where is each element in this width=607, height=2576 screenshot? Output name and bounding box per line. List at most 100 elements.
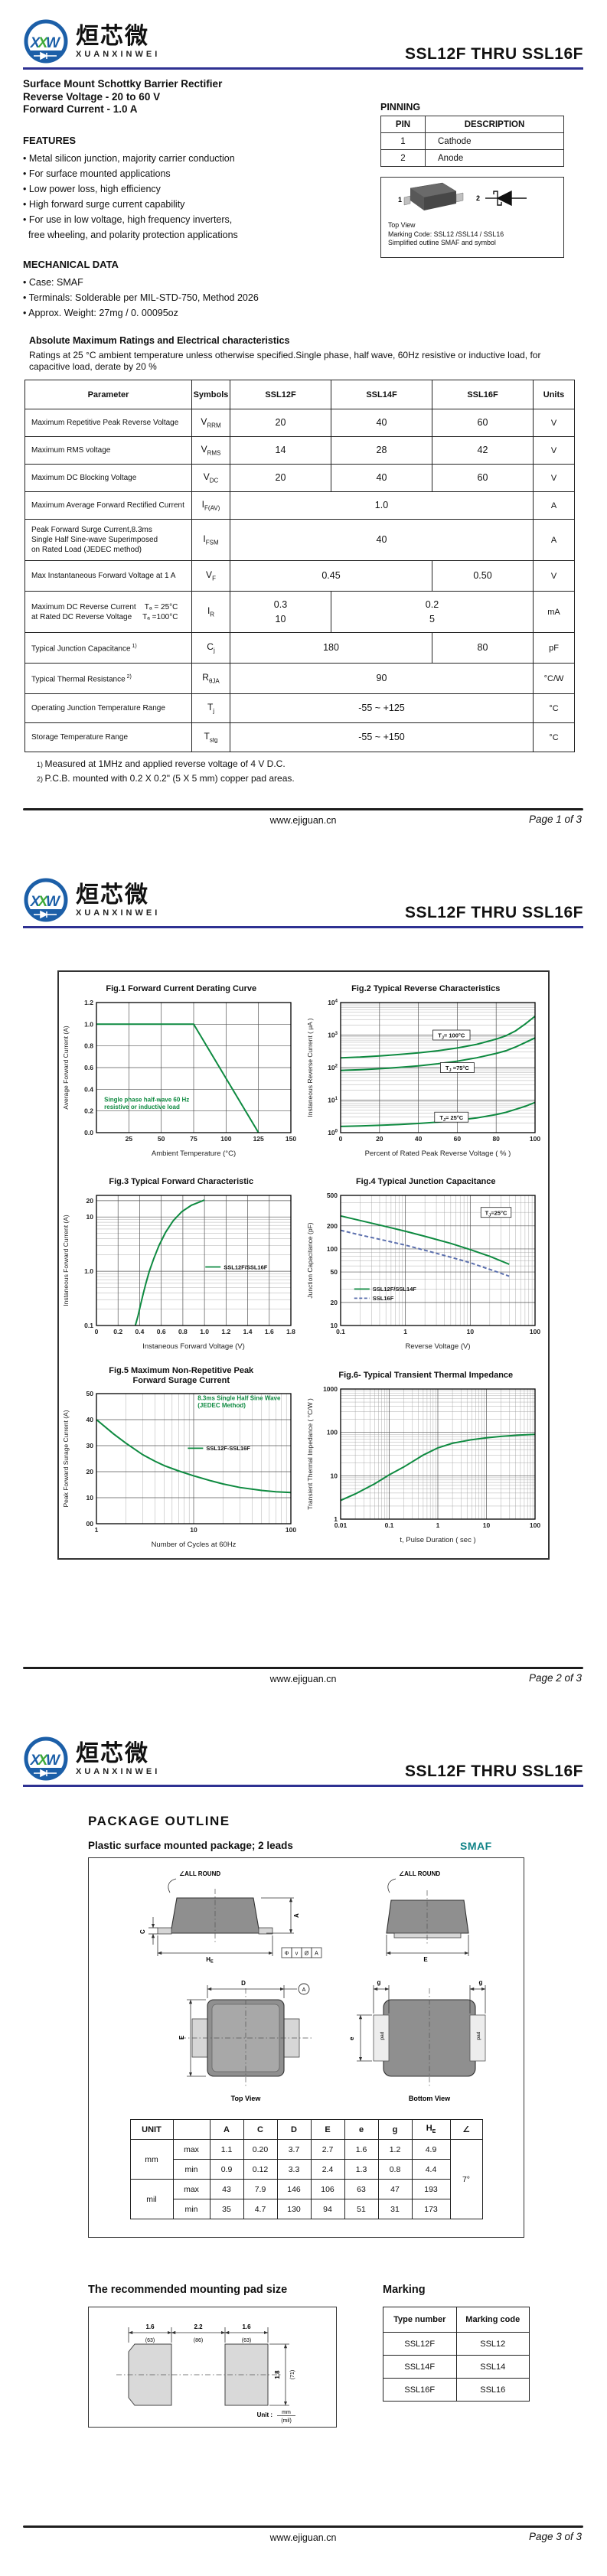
pinning-table: PIN DESCRIPTION 1 Cathode 2 Anode	[380, 116, 564, 167]
cell: 173	[411, 2199, 451, 2219]
fig3-title: Fig.3 Typical Forward Characteristic	[109, 1177, 253, 1187]
page-header: X X W 烜芯微 XUANXINWEI SSL12F THRU	[23, 1728, 583, 1783]
table-row: Typical Thermal Resistance 2) RθJA 90 °C/W	[24, 663, 575, 694]
parameter-line: Storage Temperature Range	[31, 733, 129, 742]
parameter-cell: Typical Junction Capacitance 1)	[24, 632, 192, 664]
cell: 31	[377, 2199, 413, 2219]
svg-text:1.0: 1.0	[84, 1268, 93, 1276]
parameter-cell: Typical Thermal Resistance 2)	[24, 663, 192, 694]
value-cell: -55 ~ +125	[230, 693, 534, 723]
logo-text: 烜芯微 XUANXINWEI	[76, 882, 160, 918]
unit-cell: mA	[533, 591, 575, 633]
value-cell: 1.0	[230, 491, 534, 520]
svg-text:0.1: 0.1	[385, 1521, 394, 1529]
list-item: • Case: SMAF	[23, 277, 83, 288]
parameter-cell: Max Instantaneous Forward Voltage at 1 A	[24, 560, 192, 592]
parameter-line: Single Half Sine-wave Superimposed	[31, 536, 158, 544]
list-item: • For surface mounted applications	[23, 168, 171, 179]
cell: 0.20	[243, 2139, 278, 2160]
svg-text:Junction Capacitance (pF): Junction Capacitance (pF)	[306, 1223, 314, 1299]
side-view2-body	[386, 1899, 469, 1934]
unit-cell: mm	[129, 2139, 174, 2180]
svg-text:103: 103	[328, 1031, 338, 1039]
unit-mm: mm	[282, 2410, 291, 2415]
svg-text:20: 20	[86, 1197, 93, 1205]
parameter-line: Peak Forward Surge Current,8.3ms	[31, 526, 152, 534]
company-logo: X X W 烜芯微 XUANXINWEI	[23, 1734, 160, 1783]
marking-heading: Marking	[383, 2284, 426, 2296]
subtitle-line: Reverse Voltage - 20 to 60 V	[23, 90, 161, 103]
unit-cell: mil	[129, 2179, 174, 2219]
svg-text:60: 60	[454, 1135, 462, 1143]
cell: 1.3	[344, 2159, 379, 2180]
svg-text:1: 1	[404, 1328, 408, 1335]
side-view2-lead	[393, 1932, 462, 1939]
dim-label-E: E	[423, 1956, 428, 1963]
column-header: PIN	[380, 116, 426, 133]
parameter-cell: Maximum DC Blocking Voltage	[24, 464, 192, 492]
cell: SSL16	[455, 2378, 530, 2402]
logo-text: 烜芯微 XUANXINWEI	[76, 24, 160, 59]
logo-letter: W	[46, 894, 61, 910]
parameter-line: Operating Junction Temperature Range	[31, 704, 165, 712]
svg-text:1.2: 1.2	[84, 999, 93, 1006]
page-number: Page 1 of 3	[528, 814, 582, 825]
svg-text:10: 10	[331, 1322, 338, 1329]
svg-text:80: 80	[493, 1135, 501, 1143]
svg-text:Transient Thermal Impedance (: Transient Thermal Impedance ( °C/W )	[306, 1398, 314, 1510]
svg-text:Instaneous Forward Current (A): Instaneous Forward Current (A)	[62, 1215, 70, 1307]
page-footer: www.ejiguan.cn Page 3 of 3	[23, 2525, 583, 2564]
list-item: • Metal silicon junction, majority carri…	[23, 153, 235, 164]
column-header: SSL14F	[331, 380, 432, 409]
cell: SSL12	[455, 2332, 530, 2356]
symbol-cell: VRRM	[191, 409, 230, 437]
parameter-line: Typical Junction Capacitance 1)	[31, 644, 137, 654]
footer-website: www.ejiguan.cn	[269, 2532, 337, 2543]
svg-text:00: 00	[86, 1520, 93, 1528]
svg-text:10: 10	[86, 1494, 93, 1502]
svg-text:1.8: 1.8	[286, 1328, 295, 1335]
pad-dim-mil: (63)	[242, 2338, 251, 2343]
side-view-lead	[258, 1927, 273, 1935]
value-line: 5	[429, 613, 435, 624]
table-row: Storage Temperature Range Tstg -55 ~ +150 °…	[24, 722, 575, 752]
brand-name-en: XUANXINWEI	[76, 1766, 161, 1776]
svg-text:0: 0	[94, 1328, 98, 1335]
package-symbol-drawing: 1 2	[398, 182, 527, 210]
parameter-cell: Storage Temperature Range	[24, 722, 192, 752]
svg-text:Single phase half-wave 60 Hz: Single phase half-wave 60 Hz	[104, 1096, 189, 1103]
page-3: X X W 烜芯微 XUANXINWEI SSL12F THRU	[0, 1717, 607, 2576]
cell: 106	[310, 2179, 345, 2199]
features-heading: FEATURES	[23, 135, 77, 146]
all-round-label: ∠ALL ROUND	[179, 1870, 220, 1877]
svg-text:0.0: 0.0	[84, 1129, 93, 1136]
ratings-section: Absolute Maximum Ratings and Electrical …	[23, 335, 583, 752]
mounting-pad-box: 1.6 (63) 2.2 (86) 1.6 (63) 1.8 (71) Unit…	[88, 2307, 337, 2428]
package-lead-left	[403, 195, 411, 206]
table-row: Max Instantaneous Forward Voltage at 1 A…	[24, 560, 575, 592]
column-header: Parameter	[24, 380, 192, 409]
page-footer: www.ejiguan.cn Page 2 of 3	[23, 1667, 583, 1705]
pinning-heading: PINNING	[380, 102, 421, 112]
top-view-caption: Top View	[231, 2095, 262, 2102]
svg-text:Reverse Voltage (V): Reverse Voltage (V)	[406, 1342, 471, 1351]
column-header	[172, 2119, 210, 2140]
cell: Anode	[425, 149, 564, 167]
table-row: SSL12F SSL12	[383, 2332, 530, 2356]
mechanical-list: • Case: SMAF • Terminals: Solderable per …	[23, 275, 360, 321]
page-header: X X W 烜芯微 XUANXINWEI SSL12F THRU	[23, 869, 583, 924]
svg-text:1.6: 1.6	[265, 1328, 274, 1335]
cell: SSL12F	[383, 2332, 457, 2356]
title-line: Fig.1 Forward Current Derating Curve	[106, 983, 257, 993]
logo-letter: X	[30, 894, 41, 910]
fig5-plot: 1 10 100 00 10 20 30 40 50 Number of Cycles at 60…	[62, 1390, 296, 1549]
table-row: min 35 4.7 130 94 51 31 173	[130, 2199, 482, 2219]
parameter-cell: Operating Junction Temperature Range	[24, 693, 192, 723]
footer-rule	[23, 808, 583, 810]
unit-cell: A	[533, 519, 575, 561]
fig6-figure: Fig.6- Typical Transient Thermal Impedan…	[304, 1361, 549, 1555]
svg-text:0: 0	[339, 1135, 343, 1143]
svg-text:100: 100	[530, 1328, 540, 1335]
pad-dim: 2.2	[194, 2323, 203, 2330]
